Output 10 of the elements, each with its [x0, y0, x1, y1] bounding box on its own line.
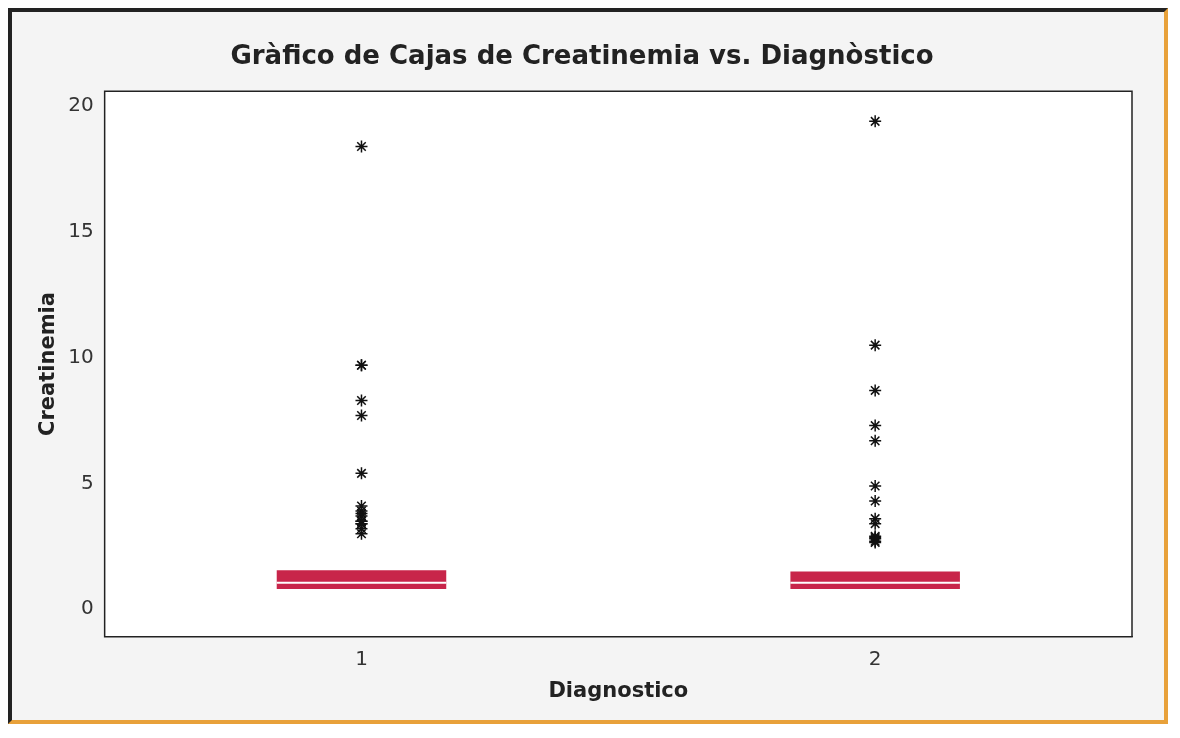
chart-title: Gràfico de Cajas de Creatinemia vs. Diagnòstico [230, 40, 934, 71]
x-tick-label: 2 [868, 646, 882, 670]
y-axis-title: Creatinemia [35, 292, 60, 436]
x-tick-label: 1 [355, 646, 368, 670]
y-tick-label: 15 [68, 218, 94, 243]
y-tick-label: 20 [68, 92, 94, 117]
y-tick-label: 0 [80, 595, 94, 620]
x-axis-title: Diagnostico [548, 677, 689, 702]
y-tick-label: 5 [80, 469, 94, 494]
y-tick-label: 10 [68, 343, 94, 368]
